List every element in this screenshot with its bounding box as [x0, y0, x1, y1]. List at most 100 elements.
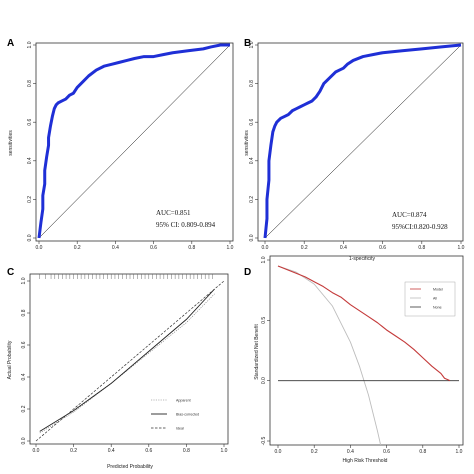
y-axis-label-group: Actual Probability: [7, 340, 13, 379]
y-tick-label: 0.0: [21, 437, 27, 444]
roc-curve: [37, 43, 230, 239]
legend: Model All None: [404, 281, 456, 317]
y-tick-label-group: 1.0: [261, 256, 267, 263]
plot-frame: [29, 273, 229, 445]
y-tick-label-group: 1.0: [249, 41, 255, 48]
legend-box: [404, 281, 456, 317]
y-tick-label: 0.2: [21, 405, 27, 412]
panel-letter: D: [244, 267, 251, 278]
y-tick-label: 0.4: [249, 157, 255, 164]
y-axis-label-group: sensitivities: [244, 130, 250, 156]
x-tick-label: 0.2: [74, 245, 81, 251]
y-tick-label: 0.0: [249, 234, 255, 241]
y-tick-label-group: 0.0: [249, 234, 255, 241]
y-tick-label: 0.6: [21, 341, 27, 348]
y-tick-label-group: 0.0: [21, 437, 27, 444]
y-tick-label-group: 0.4: [249, 157, 255, 164]
x-axis-label: High Risk Threshold: [343, 458, 388, 464]
series-line-all: [277, 265, 382, 445]
legend: Apparent Bias-corrected Ideal: [151, 398, 199, 430]
y-tick-label-group: 0.6: [27, 119, 33, 126]
y-tick-label-group: 0.8: [21, 309, 27, 316]
panel-letter: C: [7, 267, 14, 278]
y-tick-label: 0.8: [27, 80, 33, 87]
x-tick-label: 0.4: [347, 449, 354, 455]
legend-label: Bias-corrected: [176, 412, 199, 416]
x-tick-label: 1.0: [456, 449, 463, 455]
y-tick-label: 0.4: [27, 157, 33, 164]
y-tick-label: 0.2: [249, 196, 255, 203]
x-tick-label: 0.6: [150, 245, 157, 251]
x-tick-label: 0.6: [383, 449, 390, 455]
x-tick-label: 0.6: [145, 448, 152, 454]
x-tick-label: 0.0: [262, 245, 269, 251]
x-tick-label: 0.2: [311, 449, 318, 455]
x-tick-label: 1.0: [458, 245, 465, 251]
y-tick-label-group: -0.5: [261, 436, 267, 445]
x-tick-label: 0.4: [340, 245, 347, 251]
y-tick-label: -0.5: [261, 436, 267, 445]
series-line-bias-corrected: [39, 288, 215, 432]
diagonal-reference-line: [38, 44, 231, 239]
y-tick-label-group: 1.0: [21, 277, 27, 284]
x-tick-label: 0.4: [112, 245, 119, 251]
legend-label: Ideal: [176, 426, 184, 430]
y-axis-label-group: sensitivities: [8, 130, 14, 156]
y-tick-label-group: 1.0: [27, 41, 33, 48]
panel-letter: A: [7, 38, 14, 49]
auc-annotation: AUC=0.874: [392, 211, 427, 219]
x-tick-label: 0.8: [183, 448, 190, 454]
panel-letter: B: [244, 38, 251, 49]
y-tick-label-group: 0.4: [27, 157, 33, 164]
y-tick-label-group: 0.2: [27, 196, 33, 203]
y-tick-label-group: 0.2: [249, 196, 255, 203]
y-tick-label-group: 0.0: [261, 377, 267, 384]
series-group: [277, 265, 459, 445]
y-axis-label-group: Standardized Net Benefit: [254, 324, 260, 380]
y-tick-label-group: 0.5: [261, 317, 267, 324]
x-axis-label: Predicted Probability: [107, 464, 153, 470]
auc-annotation: AUC=0.851: [156, 209, 191, 217]
y-tick-label-group: 0.8: [27, 80, 33, 87]
x-tick-label: 1.0: [221, 448, 228, 454]
x-tick-label: 0.2: [70, 448, 77, 454]
y-axis-label: Standardized Net Benefit: [254, 324, 260, 380]
y-tick-label: 0.6: [27, 119, 33, 126]
y-tick-label-group: 0.2: [21, 405, 27, 412]
y-tick-label: 0.4: [21, 373, 27, 380]
plot-frame: [269, 255, 464, 446]
y-tick-label: 0.0: [261, 377, 267, 384]
x-tick-label: 0.0: [275, 449, 282, 455]
x-tick-label: 0.0: [33, 448, 40, 454]
y-tick-label: 0.8: [249, 80, 255, 87]
x-tick-label: 0.8: [418, 245, 425, 251]
x-tick-label: 0.8: [419, 449, 426, 455]
y-tick-label: 1.0: [249, 41, 255, 48]
series-line-ideal: [35, 280, 225, 442]
y-tick-label-group: 0.0: [27, 234, 33, 241]
x-tick-label: 1.0: [227, 245, 234, 251]
plot-frame: [35, 42, 234, 242]
series-line-model: [277, 265, 451, 382]
legend-label: Apparent: [176, 398, 191, 402]
y-axis-label: sensitivities: [244, 130, 250, 156]
y-tick-label: 1.0: [21, 277, 27, 284]
panel-d: D Standardized Net Benefit High Risk Thres…: [244, 255, 464, 464]
ci-annotation: 95% CI: 0.809-0.894: [156, 221, 216, 229]
plot-frame: [257, 42, 464, 242]
legend-label: Model: [433, 287, 443, 291]
y-axis-label: sensitivities: [8, 130, 14, 156]
y-tick-label: 0.5: [261, 317, 267, 324]
y-tick-label: 0.8: [21, 309, 27, 316]
x-tick-label: 0.4: [108, 448, 115, 454]
x-tick-label: 0.2: [301, 245, 308, 251]
y-tick-label: 1.0: [261, 256, 267, 263]
legend-label: None: [433, 305, 442, 309]
series-line-apparent: [39, 293, 215, 434]
y-tick-label-group: 0.6: [249, 119, 255, 126]
x-tick-label: 0.0: [36, 245, 43, 251]
y-tick-label: 1.0: [27, 41, 33, 48]
